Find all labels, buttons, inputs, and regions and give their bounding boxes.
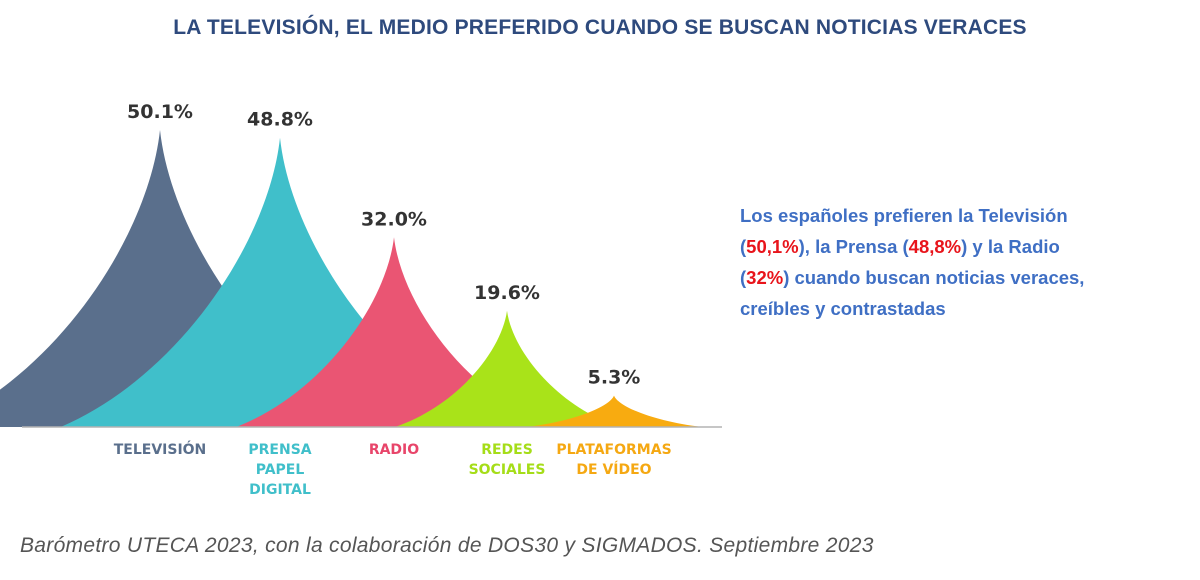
category-label-2: PRENSA bbox=[248, 442, 311, 458]
category-label-2: PAPEL bbox=[256, 462, 305, 478]
chart: 50.1% 48.8% 32.0% 19.6% 5.3% TELEVISIÓN PRENS… bbox=[0, 101, 722, 498]
category-label-4: SOCIALES bbox=[469, 462, 546, 478]
chart-peaks bbox=[0, 130, 702, 427]
value-label-5: 5.3% bbox=[588, 367, 641, 389]
chart-category-labels: TELEVISIÓN PRENSA PAPEL DIGITAL RADIO REDES SO… bbox=[114, 440, 672, 498]
source-caption: Barómetro UTECA 2023, con la colaboració… bbox=[20, 534, 874, 557]
summary-line-2: (50,1%), la Prensa (48,8%) y la Radio bbox=[740, 236, 1060, 257]
category-label-2: DIGITAL bbox=[249, 482, 311, 498]
category-label-3: RADIO bbox=[369, 442, 419, 458]
highlight-press-value: 48,8% bbox=[908, 236, 962, 257]
summary-line-4: creíbles y contrastadas bbox=[740, 298, 946, 319]
category-label-4: REDES bbox=[481, 442, 533, 458]
summary-note: Los españoles prefieren la Televisión (5… bbox=[740, 200, 1160, 324]
page-title: LA TELEVISIÓN, EL MEDIO PREFERIDO CUANDO… bbox=[173, 16, 1027, 39]
summary-line-1: Los españoles prefieren la Televisión bbox=[740, 205, 1068, 226]
category-label-5: PLATAFORMAS bbox=[556, 442, 671, 458]
peak-5 bbox=[526, 395, 702, 427]
value-label-2: 48.8% bbox=[247, 109, 313, 131]
value-label-1: 50.1% bbox=[127, 101, 193, 123]
category-label-1: TELEVISIÓN bbox=[114, 440, 207, 458]
highlight-tv-value: 50,1% bbox=[746, 236, 799, 257]
value-label-4: 19.6% bbox=[474, 282, 540, 304]
category-label-5: DE VÍDEO bbox=[576, 461, 651, 478]
highlight-radio-value: 32% bbox=[746, 267, 784, 288]
chart-value-labels: 50.1% 48.8% 32.0% 19.6% 5.3% bbox=[127, 101, 640, 389]
peak-4 bbox=[394, 310, 620, 427]
peak-1 bbox=[0, 130, 385, 427]
value-label-3: 32.0% bbox=[361, 208, 427, 230]
summary-line-3: (32%) cuando buscan noticias veraces, bbox=[740, 267, 1085, 288]
